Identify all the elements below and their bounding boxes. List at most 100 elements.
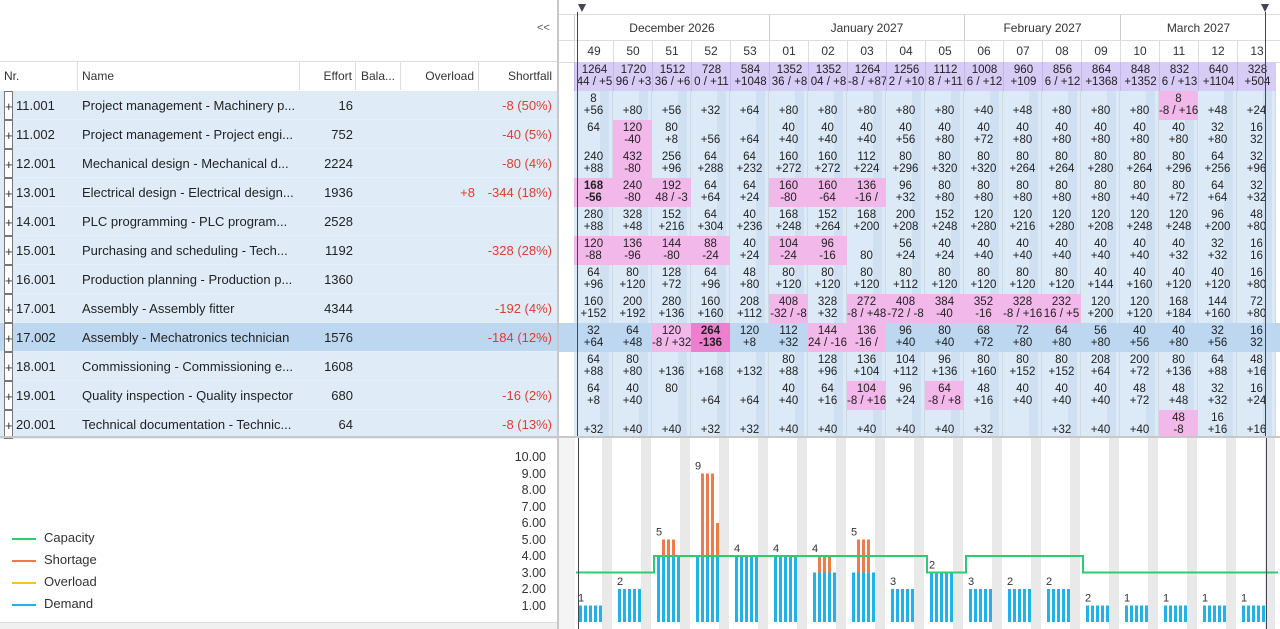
week-header[interactable]: 10 <box>1120 40 1159 62</box>
grid-cell[interactable]: 280 +88 <box>574 207 613 236</box>
grid-cell[interactable]: 40 +40 <box>808 120 847 149</box>
grid-cell[interactable]: +32 <box>691 91 730 120</box>
grid-cell[interactable]: 40 +120 <box>1159 265 1198 294</box>
grid-cell[interactable]: 64 +80 <box>1042 323 1081 352</box>
grid-cell[interactable]: 8 +56 <box>574 91 613 120</box>
grid-cell[interactable]: 40 +80 <box>1120 120 1159 149</box>
grid-cell[interactable]: 80 +80 <box>1003 178 1042 207</box>
expand-icon[interactable]: + <box>4 236 13 265</box>
grid-cell[interactable]: 120 +8 <box>730 323 769 352</box>
grid-cell[interactable]: +80 <box>847 91 886 120</box>
grid-cell[interactable]: 96 +136 <box>925 352 964 381</box>
grid-cell[interactable]: 40 +32 <box>1159 236 1198 265</box>
grid-cell[interactable]: 120 -88 <box>574 236 613 265</box>
grid-cell[interactable]: 40 +40 <box>964 236 1003 265</box>
grid-cell[interactable]: +32 <box>964 410 1003 436</box>
grid-cell[interactable]: 80 +296 <box>886 149 925 178</box>
grid-cell[interactable]: +132 <box>730 352 769 381</box>
grid-cell[interactable]: 80 +320 <box>964 149 1003 178</box>
grid-cell[interactable]: 88 -24 <box>691 236 730 265</box>
grid-cell[interactable]: 160 +272 <box>808 149 847 178</box>
grid-cell[interactable]: 40 +40 <box>1120 236 1159 265</box>
grid-cell[interactable]: 80 +8 <box>652 120 691 149</box>
grid-cell[interactable]: +40 <box>1120 410 1159 436</box>
grid-cell[interactable]: 80 +120 <box>1003 265 1042 294</box>
grid-cell[interactable]: +40 <box>886 410 925 436</box>
expand-icon[interactable]: + <box>4 352 13 381</box>
week-header[interactable]: 11 <box>1159 40 1198 62</box>
table-row[interactable]: +11.002 Project management - Project engi… <box>0 120 557 149</box>
grid-cell[interactable]: 200 +72 <box>1120 352 1159 381</box>
grid-cell[interactable]: 168 +200 <box>847 207 886 236</box>
grid-cell[interactable]: 80 +280 <box>1081 149 1120 178</box>
grid-cell[interactable]: 80 +152 <box>1003 352 1042 381</box>
grid-cell[interactable]: +40 <box>808 410 847 436</box>
grid-cell[interactable]: 80 +296 <box>1159 149 1198 178</box>
grid-cell[interactable]: 8 -8 / +16 <box>1159 91 1198 120</box>
week-header[interactable]: 12 <box>1198 40 1237 62</box>
week-header[interactable]: 03 <box>847 40 886 62</box>
grid-cell[interactable]: 144 +160 <box>1198 294 1237 323</box>
expand-icon[interactable]: + <box>4 149 13 178</box>
grid-cell[interactable]: +80 <box>886 91 925 120</box>
table-row[interactable]: +15.001 Purchasing and scheduling - Tech.… <box>0 236 557 265</box>
grid-cell[interactable]: 80 +112 <box>886 265 925 294</box>
table-row[interactable]: +20.001 Technical documentation - Technic… <box>0 410 557 439</box>
week-header[interactable]: 02 <box>808 40 847 62</box>
grid-cell[interactable]: +32 <box>691 410 730 436</box>
grid-cell[interactable]: 200 +192 <box>613 294 652 323</box>
expand-icon[interactable]: + <box>4 178 13 207</box>
grid-cell[interactable]: +32 <box>574 410 613 436</box>
grid-cell[interactable]: +136 <box>652 352 691 381</box>
grid-cell[interactable]: 16 32 <box>1237 323 1276 352</box>
expand-icon[interactable]: + <box>4 120 13 149</box>
grid-cell[interactable]: 80 +120 <box>1042 265 1081 294</box>
grid-cell[interactable]: 136 -16 / <box>847 323 886 352</box>
grid-cell[interactable]: 160 +272 <box>769 149 808 178</box>
table-row[interactable]: +12.001 Mechanical design - Mechanical d.… <box>0 149 557 178</box>
grid-cell[interactable]: 32 +96 <box>1237 149 1276 178</box>
grid-cell[interactable]: 408 -32 / -8 <box>769 294 808 323</box>
grid-cell[interactable]: 80 +72 <box>1159 178 1198 207</box>
grid-cell[interactable]: 56 +24 <box>886 236 925 265</box>
grid-cell[interactable]: 80 +320 <box>925 149 964 178</box>
grid-cell[interactable]: 120 +280 <box>1042 207 1081 236</box>
grid-cell[interactable]: +24 <box>1237 91 1276 120</box>
table-row[interactable]: +19.001 Quality inspection - Quality insp… <box>0 381 557 410</box>
grid-cell[interactable]: 48 +16 <box>1237 352 1276 381</box>
grid-cell[interactable]: 120 -8 / +32 <box>652 323 691 352</box>
grid-cell[interactable]: 408 -72 / -8 <box>886 294 925 323</box>
col-nr[interactable]: Nr. <box>0 62 78 90</box>
grid-cell[interactable]: 80 +120 <box>808 265 847 294</box>
grid-cell[interactable]: 40 +72 <box>964 120 1003 149</box>
grid-cell[interactable]: 48 +48 <box>1159 381 1198 410</box>
expand-icon[interactable]: + <box>4 410 13 439</box>
week-header[interactable]: 07 <box>1003 40 1042 62</box>
grid-cell[interactable]: 80 +264 <box>1120 149 1159 178</box>
grid-cell[interactable]: 256 +96 <box>652 149 691 178</box>
grid-cell[interactable]: 64 +64 <box>691 178 730 207</box>
grid-cell[interactable]: 160 +152 <box>574 294 613 323</box>
grid-cell[interactable]: 64 <box>574 120 613 149</box>
grid-cell[interactable]: 64 +8 <box>574 381 613 410</box>
grid-cell[interactable]: +40 <box>652 410 691 436</box>
grid-cell[interactable]: +48 <box>1003 91 1042 120</box>
table-row[interactable]: +13.001 Electrical design - Electrical de… <box>0 178 557 207</box>
week-header[interactable]: 01 <box>769 40 808 62</box>
grid-cell[interactable]: +56 <box>691 120 730 149</box>
expand-icon[interactable]: + <box>4 207 13 236</box>
grid-cell[interactable]: 280 +136 <box>652 294 691 323</box>
grid-cell[interactable]: 64 -8 / +8 <box>925 381 964 410</box>
grid-cell[interactable]: 136 +104 <box>847 352 886 381</box>
grid-cell[interactable]: 120 +248 <box>1120 207 1159 236</box>
grid-cell[interactable]: 40 +40 <box>1042 381 1081 410</box>
grid-cell[interactable]: 80 +264 <box>1042 149 1081 178</box>
grid-cell[interactable]: 128 +72 <box>652 265 691 294</box>
table-row[interactable]: +14.001 PLC programming - PLC program... 2… <box>0 207 557 236</box>
grid-cell[interactable]: +40 <box>847 410 886 436</box>
grid-cell[interactable]: 40 +160 <box>1120 265 1159 294</box>
grid-cell[interactable]: +40 <box>925 410 964 436</box>
grid-cell[interactable]: 80 +40 <box>925 323 964 352</box>
week-header[interactable]: 05 <box>925 40 964 62</box>
grid-cell[interactable]: 160 -80 <box>769 178 808 207</box>
